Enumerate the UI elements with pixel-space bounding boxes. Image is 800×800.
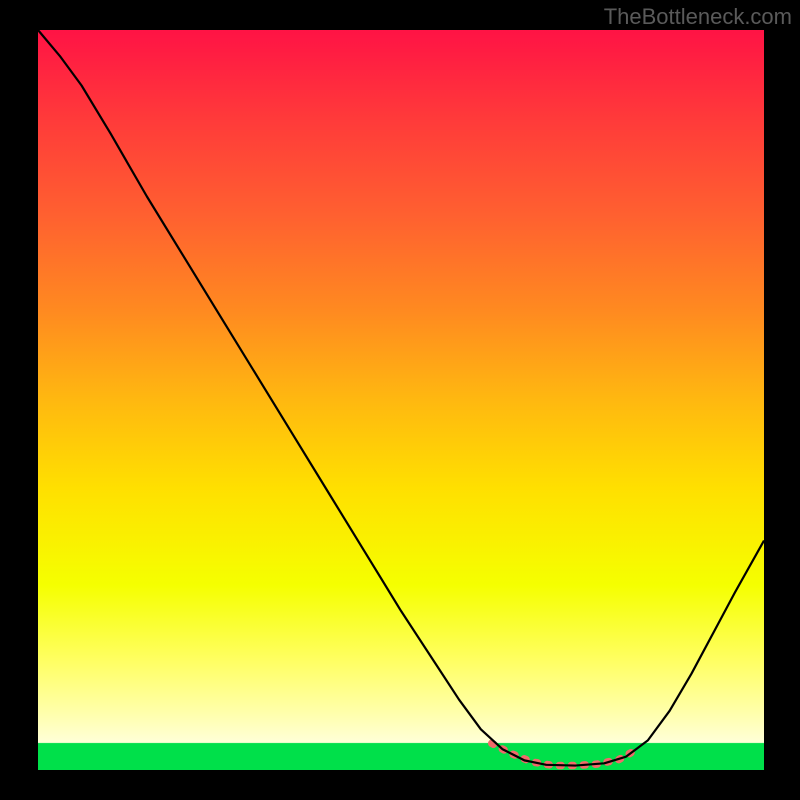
chart-container: { "watermark": { "text": "TheBottleneck.…	[0, 0, 800, 800]
chart-svg	[0, 0, 800, 800]
plot-background	[38, 30, 764, 770]
watermark-text: TheBottleneck.com	[604, 4, 792, 30]
